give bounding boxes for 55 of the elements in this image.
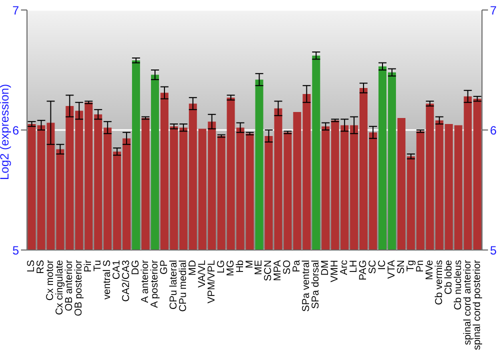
- y2-tick-label: 5: [490, 243, 497, 258]
- x-tick-label: Arc: [339, 260, 350, 275]
- x-tick-label: GP: [158, 260, 170, 274]
- y-tick-label: 5: [12, 243, 20, 258]
- x-tick-label: LS: [26, 260, 38, 272]
- y-tick-label: 6: [12, 123, 20, 138]
- x-tick-label: SPa ventral: [301, 260, 312, 312]
- x-tick-label: VTA: [386, 260, 398, 279]
- x-tick-label: ventral S: [102, 260, 114, 300]
- x-tick-label: DM: [320, 260, 332, 276]
- x-tick-label: SO: [282, 260, 294, 274]
- x-tick-label: LG: [216, 260, 227, 274]
- x-tick-label: MPA: [272, 260, 284, 281]
- x-tick-label: RS: [36, 260, 47, 274]
- x-tick-label: spinal cord anterior: [462, 259, 474, 346]
- x-tick-label: SPa dorsal: [310, 260, 322, 309]
- x-tick-label: Cx cingulate: [54, 260, 66, 316]
- x-tick-label: CA2/CA3: [121, 260, 132, 302]
- x-tick-label: Cb lobe: [443, 260, 454, 294]
- x-tick-label: Cx motor: [45, 259, 56, 301]
- x-tick-label: SN: [396, 260, 407, 274]
- x-tick-label: M: [244, 260, 256, 268]
- x-tick-label: CPu lateral: [168, 260, 180, 310]
- x-tick-label: A posterior: [149, 259, 160, 308]
- x-tick-label: OB anterior: [64, 259, 76, 312]
- x-tick-label: spinal cord posterior: [472, 259, 483, 350]
- x-tick-label: ME: [254, 260, 265, 275]
- x-tick-label: VMH: [330, 260, 341, 282]
- x-tick-label: LH: [348, 260, 360, 273]
- x-tick-label: Pir: [83, 259, 94, 272]
- x-tick-label: VA/VL: [196, 260, 208, 288]
- x-tick-label: VPM/VPL: [206, 260, 218, 304]
- x-tick-label: A anterior: [140, 259, 151, 303]
- y-tick-label: 7: [12, 3, 20, 18]
- x-tick-label: CPu medial: [178, 260, 189, 312]
- x-tick-label: Hb: [234, 260, 246, 273]
- x-tick-label: IC: [376, 260, 388, 270]
- x-tick-label: MVe: [424, 260, 436, 280]
- x-tick-label: OB posterior: [74, 259, 85, 316]
- y2-tick-label: 6: [490, 123, 497, 138]
- x-tick-label: Cb vermis: [434, 260, 445, 306]
- x-tick-label: Tg: [405, 260, 416, 272]
- x-tick-label: MD: [187, 260, 198, 276]
- x-tick-label: Tu: [92, 260, 104, 272]
- y-axis-title: Log2 (expression): [0, 84, 12, 180]
- x-tick-label: MG: [225, 260, 236, 276]
- x-tick-label: CA1: [112, 260, 123, 280]
- x-tick-label: Pa: [292, 260, 303, 272]
- x-tick-label: PAG: [358, 260, 370, 280]
- x-tick-label: Cb nucleus: [452, 260, 464, 310]
- x-tick-label: SCN: [263, 260, 274, 282]
- x-tick-label: Pn: [414, 260, 426, 272]
- y2-tick-label: 7: [490, 3, 497, 18]
- x-tick-label: DG: [130, 260, 142, 275]
- x-tick-label: SC: [367, 260, 378, 274]
